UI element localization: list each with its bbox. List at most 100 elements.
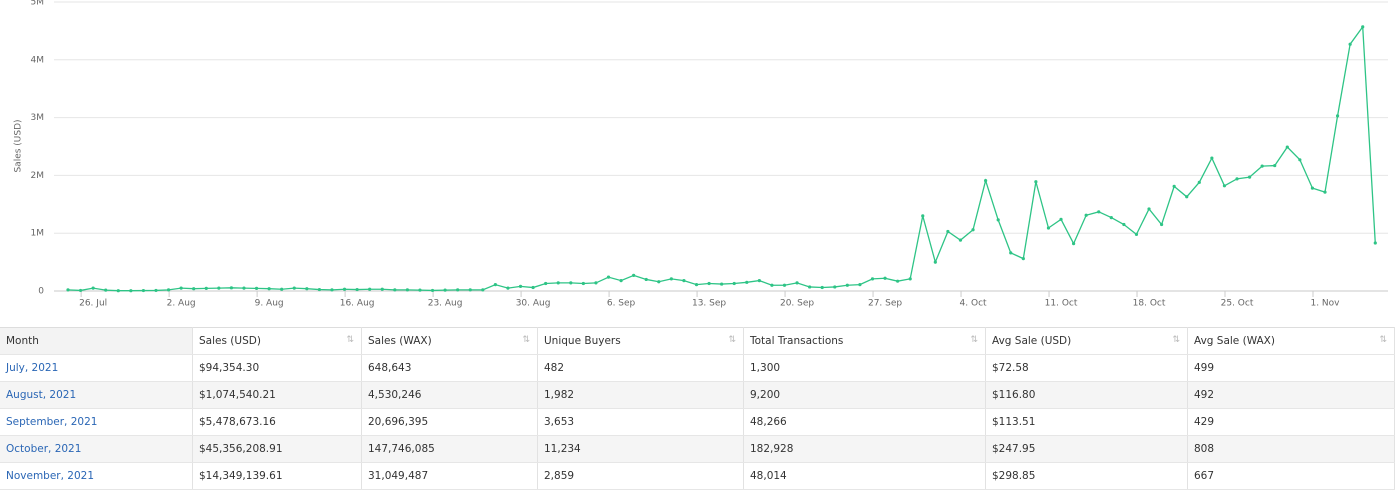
point <box>116 289 120 293</box>
x-tick-label: 1. Nov <box>1310 299 1340 309</box>
point <box>1285 145 1289 149</box>
point <box>104 288 108 292</box>
point <box>1222 184 1227 188</box>
point <box>78 288 83 293</box>
column-header[interactable]: Unique Buyers ⇅ <box>537 327 744 355</box>
point <box>468 288 472 292</box>
point <box>594 281 598 285</box>
point <box>204 286 208 290</box>
table-cell: $14,349,139.61 <box>192 462 362 490</box>
column-header[interactable]: Sales (USD) ⇅ <box>192 327 362 355</box>
month-link[interactable]: September, 2021 <box>6 416 98 428</box>
point <box>91 286 95 290</box>
point <box>858 283 862 287</box>
cell-text: 182,928 <box>750 443 794 455</box>
point <box>229 286 234 290</box>
point <box>657 280 661 284</box>
table-cell: 648,643 <box>361 354 538 382</box>
table-row: July, 2021 $94,354.30 648,643 482 1,300 $72.5… <box>0 354 1395 382</box>
point <box>518 284 523 288</box>
table-cell: $94,354.30 <box>192 354 362 382</box>
point <box>732 281 736 286</box>
point <box>254 286 259 290</box>
table-row: November, 2021 $14,349,139.61 31,049,487 2,… <box>0 462 1395 490</box>
month-link[interactable]: November, 2021 <box>6 470 95 482</box>
point <box>833 285 837 289</box>
point <box>808 285 812 289</box>
point <box>1009 251 1013 255</box>
table-row: August, 2021 $1,074,540.21 4,530,246 1,982 9… <box>0 381 1395 409</box>
point <box>883 276 887 280</box>
point <box>556 281 560 285</box>
point <box>1361 25 1365 29</box>
table-cell: 4,530,246 <box>361 381 538 409</box>
point <box>292 286 296 290</box>
sort-icon: ⇅ <box>1379 335 1387 345</box>
point <box>984 179 988 183</box>
point <box>154 288 158 293</box>
column-header[interactable]: Month <box>0 327 193 355</box>
point <box>531 285 535 290</box>
month-link[interactable]: July, 2021 <box>6 362 59 374</box>
point <box>870 277 875 281</box>
point <box>1122 222 1126 227</box>
point <box>1147 207 1151 211</box>
point <box>1109 215 1113 220</box>
point <box>305 287 309 291</box>
cell-text: $45,356,208.91 <box>199 443 283 455</box>
point <box>506 286 510 290</box>
point <box>845 283 849 287</box>
column-header[interactable]: Avg Sale (USD) ⇅ <box>985 327 1188 355</box>
x-tick-label: 26. Jul <box>79 299 107 309</box>
cell-text: 1,982 <box>544 389 575 401</box>
point <box>795 281 799 285</box>
month-link[interactable]: August, 2021 <box>6 389 77 401</box>
table-cell: 182,928 <box>743 435 986 463</box>
table-cell: $45,356,208.91 <box>192 435 362 463</box>
sales-table: Month Sales (USD) ⇅ Sales (WAX) ⇅ Unique Buye… <box>0 327 1395 490</box>
x-tick-label: 4. Oct <box>960 299 987 309</box>
point <box>242 286 246 290</box>
point <box>544 281 548 286</box>
point <box>443 288 447 292</box>
header-row: Month Sales (USD) ⇅ Sales (WAX) ⇅ Unique Buye… <box>0 327 1395 355</box>
point <box>669 277 673 281</box>
cell-text: 429 <box>1194 416 1215 428</box>
cell-text: $298.85 <box>992 470 1036 482</box>
cell-text: $14,349,139.61 <box>199 470 283 482</box>
point <box>1260 164 1264 168</box>
table-row: September, 2021 $5,478,673.16 20,696,395 3,… <box>0 408 1395 436</box>
header-text: Sales (USD) <box>199 335 261 347</box>
header-text: Sales (WAX) <box>368 335 432 347</box>
table-cell: October, 2021 <box>0 435 193 463</box>
cell-text: $5,478,673.16 <box>199 416 276 428</box>
cell-text: 48,014 <box>750 470 787 482</box>
x-tick-label: 18. Oct <box>1133 299 1166 309</box>
x-tick-label: 9. Aug <box>255 299 284 309</box>
table-row: October, 2021 $45,356,208.91 147,746,085 11… <box>0 435 1395 463</box>
point <box>632 273 636 277</box>
cell-text: $113.51 <box>992 416 1036 428</box>
table-cell: 20,696,395 <box>361 408 538 436</box>
cell-text: 3,653 <box>544 416 575 428</box>
column-header[interactable]: Avg Sale (WAX) ⇅ <box>1187 327 1395 355</box>
x-tick-label: 30. Aug <box>516 299 551 309</box>
column-header[interactable]: Sales (WAX) ⇅ <box>361 327 538 355</box>
point <box>393 288 397 292</box>
point <box>456 288 460 292</box>
cell-text: 4,530,246 <box>368 389 422 401</box>
column-header[interactable]: Total Transactions ⇅ <box>743 327 986 355</box>
table-cell: 1,300 <box>743 354 986 382</box>
point <box>1097 210 1101 214</box>
month-link[interactable]: October, 2021 <box>6 443 82 455</box>
cell-text: 2,859 <box>544 470 575 482</box>
cell-text: $94,354.30 <box>199 362 260 374</box>
point <box>342 287 347 291</box>
cell-text: 48,266 <box>750 416 787 428</box>
cell-text: 20,696,395 <box>368 416 429 428</box>
chart: Sales (USD) 0 1M 2M 3M 4M 5M 26. Jul 2. Aug 9. A… <box>14 0 1388 309</box>
point <box>1034 180 1038 184</box>
sort-icon: ⇅ <box>970 335 978 345</box>
point <box>430 288 435 293</box>
